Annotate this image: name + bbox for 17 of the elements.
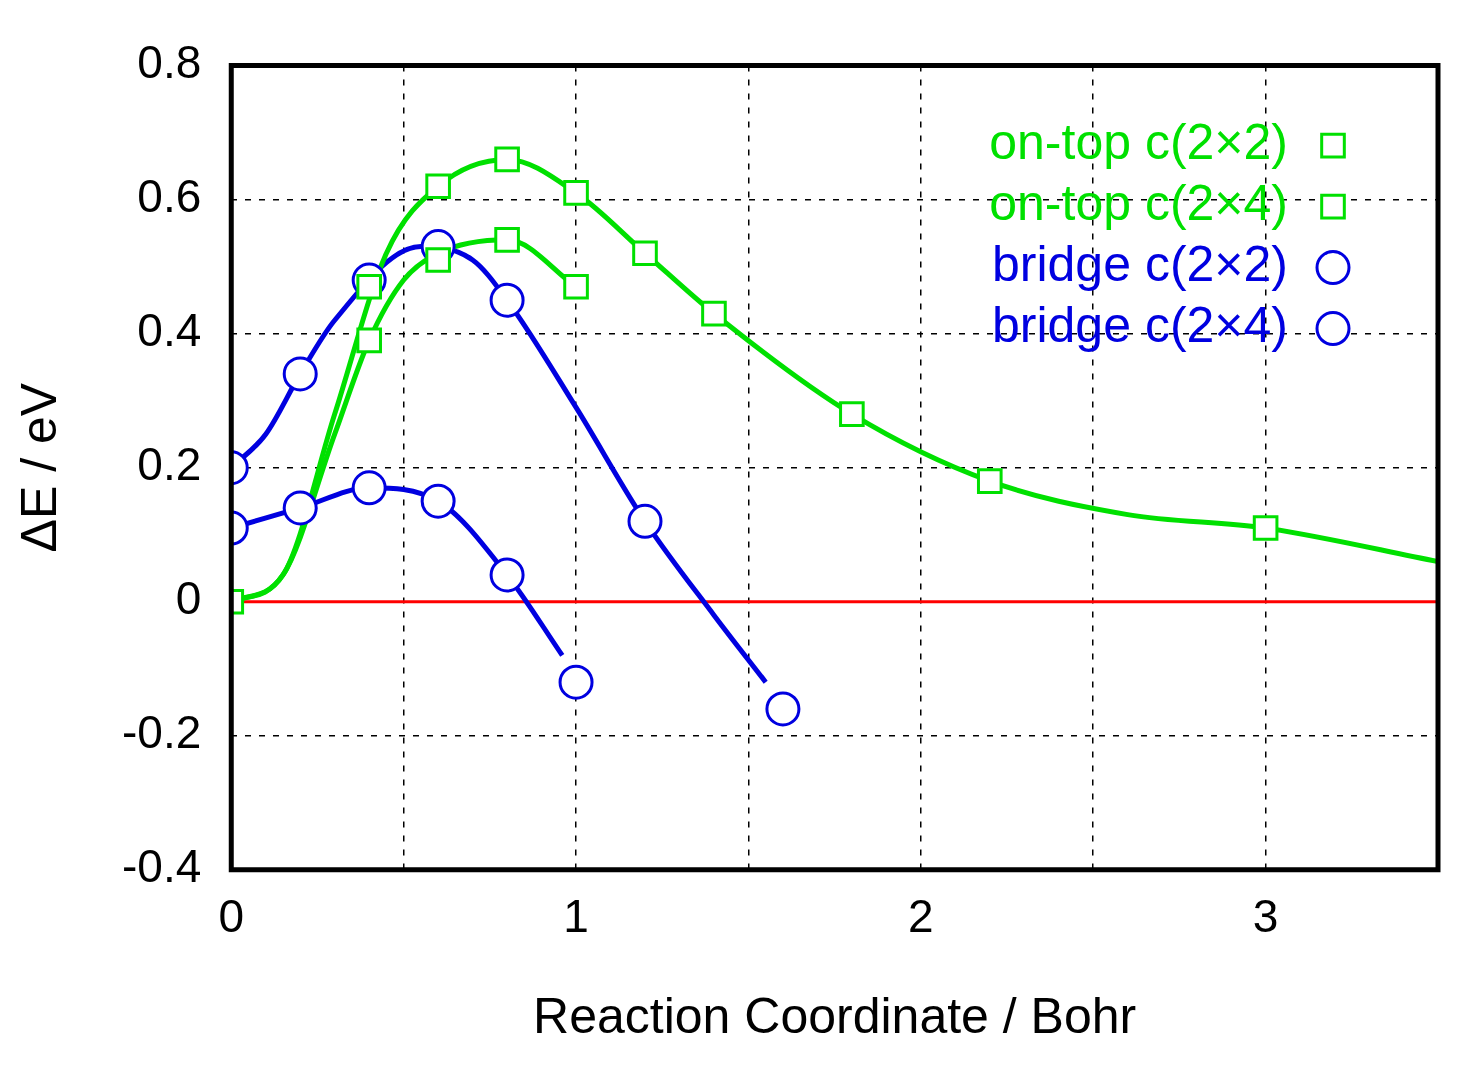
y-tick-label: -0.2 xyxy=(122,706,202,759)
y-tick-label: 0 xyxy=(175,572,202,625)
legend-label: bridge c(2×4) xyxy=(992,297,1288,354)
x-axis-title: Reaction Coordinate / Bohr xyxy=(533,987,1137,1044)
x-tick-label: 2 xyxy=(908,890,934,943)
y-tick-label: 0.4 xyxy=(137,304,202,357)
x-tick-label: 0 xyxy=(218,890,245,943)
legend-label: bridge c(2×2) xyxy=(992,236,1288,293)
y-tick-label: -0.4 xyxy=(122,840,202,893)
y-axis-title: ΔE / eV xyxy=(10,382,67,553)
y-tick-label: 0.6 xyxy=(137,170,202,223)
x-tick-label: 1 xyxy=(563,890,589,943)
legend-label: on-top c(2×2) xyxy=(989,114,1288,171)
y-tick-label: 0.8 xyxy=(137,36,202,89)
x-tick-label: 3 xyxy=(1252,890,1279,943)
legend-label: on-top c(2×4) xyxy=(989,175,1288,232)
y-tick-label: 0.2 xyxy=(137,438,202,491)
